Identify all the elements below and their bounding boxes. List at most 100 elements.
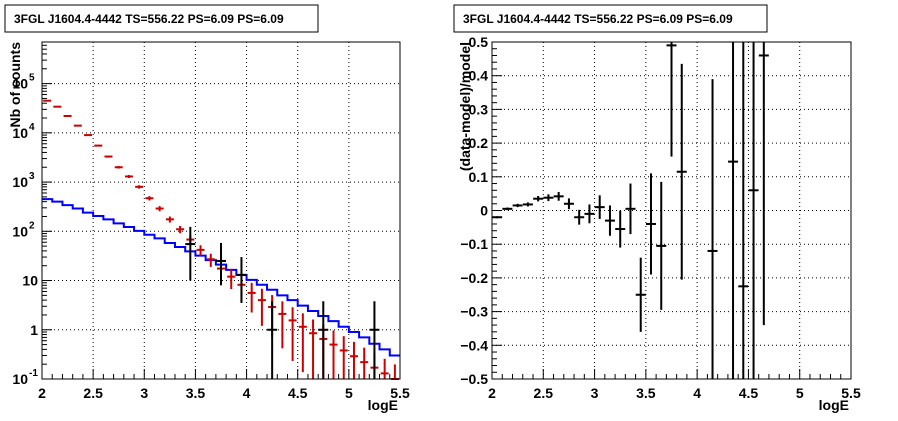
left-y-tick-exponent: 3 <box>29 171 35 182</box>
right-y-tick-label: 0.4 <box>469 68 489 84</box>
left-x-tick-label: 4 <box>243 385 251 401</box>
model-point <box>206 253 215 267</box>
left-x-tick-label: 5.5 <box>390 385 410 401</box>
left-x-tick-label: 4.5 <box>288 385 308 401</box>
residual-point <box>512 203 523 208</box>
residual-point <box>758 42 769 326</box>
model-point <box>135 185 144 189</box>
right-y-tick-label: 0 <box>480 203 488 219</box>
model-point <box>53 105 62 108</box>
left-title-box <box>4 4 319 33</box>
left-y-tick-exponent: 4 <box>29 122 35 133</box>
right-y-tick-label: −0.3 <box>460 304 488 320</box>
residual-point <box>656 181 667 310</box>
model-point <box>165 216 174 223</box>
right-chart-title: 3FGL J1604.4-4442 TS=556.22 PS=6.09 PS=6… <box>463 12 733 26</box>
residual-point <box>707 79 718 379</box>
right-x-tick-label: 5 <box>796 385 804 401</box>
residual-point <box>748 42 759 379</box>
model-point <box>196 245 205 256</box>
right-x-axis-label: logE <box>819 397 849 413</box>
right-x-tick-label: 2 <box>488 385 496 401</box>
model-point <box>114 166 123 169</box>
model-point <box>104 155 113 158</box>
data-point <box>216 242 226 286</box>
left-x-tick-label: 5 <box>345 385 353 401</box>
right-x-tick-label: 3 <box>591 385 599 401</box>
left-y-tick-label: 1 <box>30 322 38 338</box>
data-point <box>318 301 329 379</box>
left-chart-title: 3FGL J1604.4-4442 TS=556.22 PS=6.09 PS=6… <box>14 12 284 26</box>
model-point <box>155 206 164 212</box>
model-point <box>43 99 52 102</box>
model-point <box>329 330 338 379</box>
right-x-tick-label: 4 <box>693 385 701 401</box>
left-grid <box>42 42 400 379</box>
left-plot-area <box>42 99 400 380</box>
residual-point <box>645 173 656 275</box>
residual-point <box>604 205 615 236</box>
residual-point <box>625 183 636 235</box>
data-point <box>185 226 196 281</box>
right-title-box <box>453 4 768 33</box>
left-y-axis-label: Nb of counts <box>7 42 23 128</box>
residual-point <box>502 207 513 211</box>
residual-point <box>728 42 739 379</box>
left-plot-frame <box>41 41 401 380</box>
right-grid <box>492 42 851 379</box>
model-point <box>309 319 318 379</box>
model-point <box>176 225 185 234</box>
left-y-tick-label: 10 <box>12 371 28 387</box>
right-x-tick-label: 3.5 <box>636 385 656 401</box>
right-y-axis-label: (data-model)/model <box>457 42 473 171</box>
right-x-tick-label: 4.5 <box>739 385 759 401</box>
residual-point <box>676 63 687 280</box>
data-point <box>369 301 380 379</box>
model-point <box>73 124 82 127</box>
model-point <box>63 114 72 117</box>
right-y-tick-label: −0.4 <box>460 337 488 353</box>
model-point <box>360 347 369 379</box>
model-point <box>278 301 287 349</box>
model-point <box>298 313 307 373</box>
model-point <box>124 175 133 179</box>
model-point <box>227 268 236 290</box>
left-y-tick-label: 10 <box>12 76 28 92</box>
left-y-tick-label: 10 <box>12 125 28 141</box>
right-y-tick-label: 0.2 <box>469 135 489 151</box>
left-y-tick-label: 10 <box>12 174 28 190</box>
model-point <box>84 134 93 137</box>
model-point <box>349 341 358 379</box>
model-point <box>288 307 297 361</box>
left-y-tick-exponent: 5 <box>29 73 35 84</box>
left-x-tick-label: 3 <box>140 385 148 401</box>
right-x-tick-label: 2.5 <box>534 385 554 401</box>
residual-point <box>615 210 626 248</box>
left-y-tick-exponent: 2 <box>29 220 35 231</box>
model-point <box>94 144 103 147</box>
right-axes: 2 2.5 3 3.5 4 4.5 5 5.5 −0.5 −0.4 −0.3 −0.2 −0.1 0 0.1… <box>460 34 861 401</box>
right-x-tick-label: 5.5 <box>841 385 861 401</box>
right-y-tick-label: −0.5 <box>460 371 488 387</box>
residual-point <box>553 191 564 201</box>
data-point <box>236 257 247 303</box>
residual-panel: 3FGL J1604.4-4442 TS=556.22 PS=6.09 PS=6… <box>453 4 861 413</box>
residual-point <box>666 42 677 157</box>
residual-point <box>594 195 605 219</box>
residual-point <box>522 202 533 207</box>
right-y-tick-label: 0.1 <box>469 169 489 185</box>
residual-point <box>533 196 544 202</box>
left-y-tick-label: 10 <box>12 223 28 239</box>
left-y-tick-exponent: -1 <box>29 368 38 379</box>
left-x-axis-label: logE <box>368 397 398 413</box>
residual-point <box>584 204 595 224</box>
left-x-tick-label: 2 <box>38 385 46 401</box>
residual-point <box>574 209 585 225</box>
model-point <box>257 288 266 326</box>
left-x-tick-label: 2.5 <box>83 385 103 401</box>
model-point <box>145 196 154 201</box>
residual-point <box>738 42 749 379</box>
right-plot-area <box>492 42 769 379</box>
